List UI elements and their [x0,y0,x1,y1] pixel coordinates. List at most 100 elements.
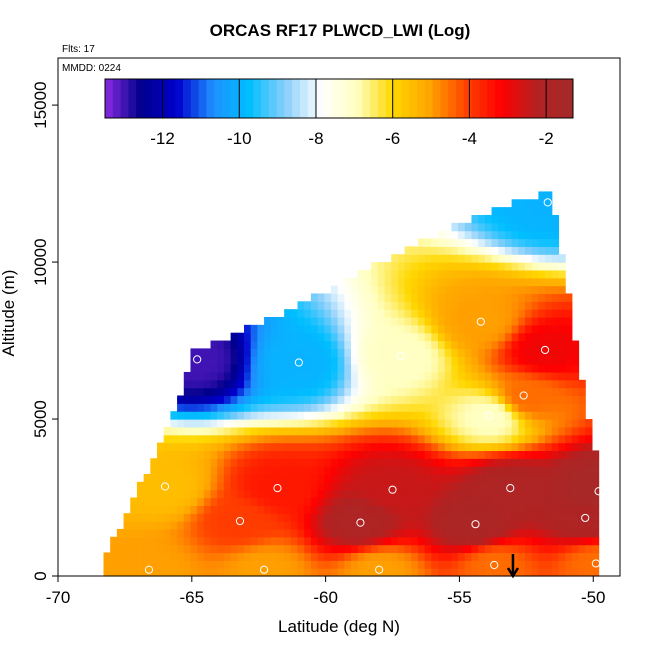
heatmap-cell [478,466,486,475]
heatmap-cell [545,379,553,389]
heatmap-cell [464,434,473,444]
heatmap-cell [264,403,272,412]
heatmap-cell [223,481,232,491]
heatmap-cell [538,521,546,530]
heatmap-cell [411,450,419,459]
heatmap-cell [177,552,185,561]
heatmap-cell [317,419,325,428]
heatmap-cell [270,411,279,420]
heatmap-cell [525,473,533,483]
heatmap-cell [578,568,586,577]
heatmap-cell [471,442,479,452]
heatmap-cell [337,293,345,302]
heatmap-cell [538,324,546,334]
heatmap-cell [317,332,325,342]
heatmap-cell [170,434,178,444]
heatmap-cell [203,458,212,467]
heatmap-cell [464,403,473,412]
heatmap-cell [203,466,212,475]
heatmap-cell [558,536,566,546]
heatmap-cell [310,364,319,373]
heatmap-cell [551,481,560,491]
heatmap-cell [310,419,319,428]
heatmap-cell [438,332,446,342]
heatmap-cell [304,513,312,522]
heatmap-cell [330,497,339,506]
heatmap-cell [223,560,232,569]
heatmap-cell [230,489,238,499]
heatmap-cell [223,528,232,538]
heatmap-cell [538,528,546,538]
colorbar-swatch [463,79,473,118]
heatmap-cell [310,513,319,522]
heatmap-cell [237,497,245,506]
heatmap-cell [431,403,439,412]
heatmap-cell [458,340,466,349]
heatmap-cell [351,450,359,459]
heatmap-cell [558,450,566,459]
heatmap-cell [545,544,553,554]
heatmap-cell [538,317,546,326]
heatmap-cell [391,411,399,420]
heatmap-cell [431,262,439,271]
heatmap-cell [518,222,526,232]
heatmap-cell [417,552,426,561]
heatmap-cell [458,246,466,255]
heatmap-cell [431,277,439,287]
heatmap-cell [371,481,379,491]
heatmap-cell [411,340,419,349]
heatmap-cell [217,395,225,404]
y-tick-label: 5000 [31,400,50,438]
heatmap-cell [364,285,372,295]
heatmap-cell [197,544,205,554]
heatmap-cell [538,379,546,389]
heatmap-cell [431,371,439,381]
heatmap-cell [190,403,198,412]
heatmap-cell [364,497,372,506]
heatmap-cell [518,466,526,475]
heatmap-cell [244,489,252,499]
heatmap-cell [244,552,252,561]
heatmap-cell [417,505,426,514]
heatmap-cell [531,419,539,428]
heatmap-cell [484,489,493,499]
colorbar-swatch [151,79,161,118]
heatmap-cell [304,324,312,334]
heatmap-cell [451,528,459,538]
heatmap-cell [163,521,171,530]
heatmap-cell [230,450,238,459]
heatmap-cell [451,277,459,287]
heatmap-cell [290,505,299,514]
heatmap-cell [484,348,493,357]
heatmap-cell [464,442,473,452]
heatmap-cell [337,497,345,506]
heatmap-cell [417,568,426,577]
heatmap-cell [197,521,205,530]
heatmap-cell [250,387,258,397]
heatmap-cell [451,505,459,514]
heatmap-cell [551,442,560,452]
heatmap-cell [223,419,232,428]
heatmap-cell [150,481,158,491]
heatmap-cell [491,269,499,279]
heatmap-cell [257,450,265,459]
heatmap-cell [244,544,252,554]
heatmap-cell [444,411,452,420]
heatmap-cell [250,324,258,334]
heatmap-cell [250,536,258,546]
heatmap-cell [244,442,252,452]
heatmap-cell [444,387,452,397]
heatmap-cell [558,497,566,506]
heatmap-cell [411,442,419,452]
heatmap-cell [451,293,459,302]
heatmap-cell [571,560,580,569]
heatmap-cell [511,379,519,389]
heatmap-cell [478,293,486,302]
heatmap-cell [330,411,339,420]
heatmap-cell [498,497,506,506]
heatmap-cell [351,317,359,326]
heatmap-cell [498,301,506,310]
heatmap-cell [270,560,279,569]
heatmap-cell [123,536,131,546]
heatmap-cell [183,371,192,381]
